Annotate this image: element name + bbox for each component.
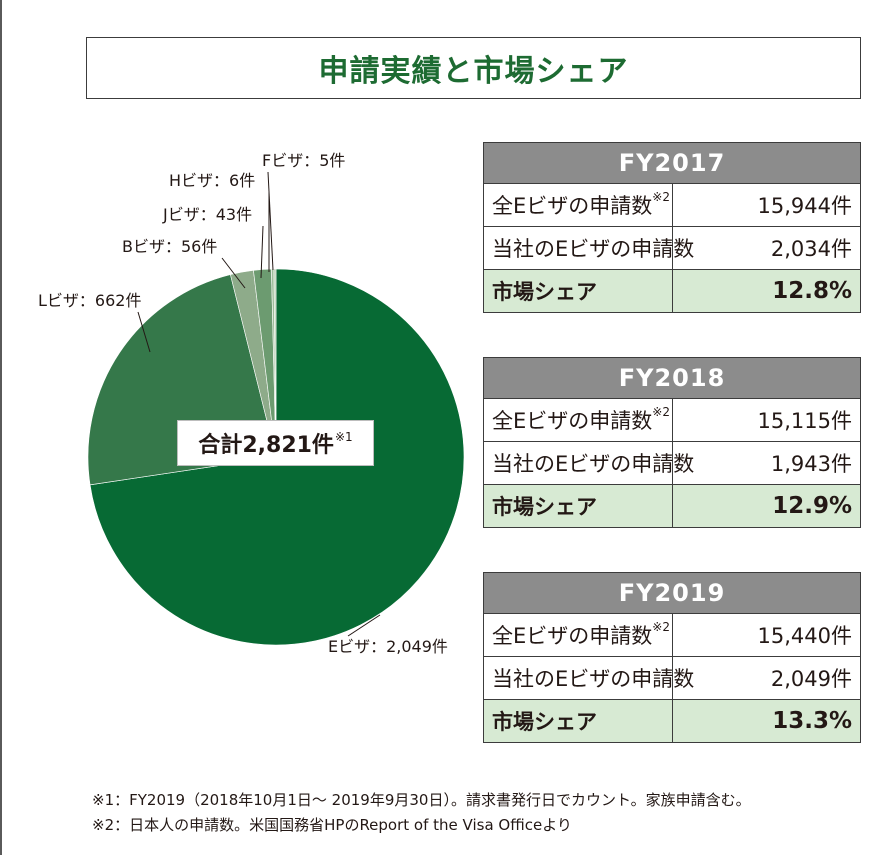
row-value: 2,049件	[671, 656, 861, 700]
footnote-1: ※1：FY2019（2018年10月1日〜 2019年9月30日）。請求書発行日…	[92, 791, 751, 809]
table-row: 当社のEビザの申請数 1,943件	[483, 441, 861, 485]
row-value: 12.8%	[671, 269, 861, 313]
row-label: 市場シェア	[483, 484, 673, 528]
row-label: 全Eビザの申請数※2	[483, 613, 673, 657]
pie-slice-Fビザ	[273, 268, 277, 458]
table-fy2017: FY2017 全Eビザの申請数※2 15,944件 当社のEビザの申請数 2,0…	[483, 142, 861, 313]
pie-total-text: 合計2,821件	[198, 433, 334, 458]
slice-label-Eビザ: Eビザ：2,049件	[328, 637, 448, 656]
row-label: 当社のEビザの申請数	[483, 656, 694, 700]
row-value: 12.9%	[671, 484, 861, 528]
footnotes: ※1：FY2019（2018年10月1日〜 2019年9月30日）。請求書発行日…	[92, 788, 751, 838]
row-label: 当社のEビザの申請数	[483, 441, 694, 485]
row-label: 全Eビザの申請数※2	[483, 398, 673, 442]
row-value: 15,944件	[671, 183, 861, 227]
table-year-header: FY2018	[483, 357, 861, 399]
slice-label-Hビザ: Hビザ：6件	[169, 171, 255, 190]
row-value: 15,115件	[671, 398, 861, 442]
table-fy2019: FY2019 全Eビザの申請数※2 15,440件 当社のEビザの申請数 2,0…	[483, 572, 861, 743]
row-value: 15,440件	[671, 613, 861, 657]
row-label: 市場シェア	[483, 269, 673, 313]
table-year-header: FY2019	[483, 572, 861, 614]
table-row: 全Eビザの申請数※2 15,944件	[483, 183, 861, 227]
table-row: 当社のEビザの申請数 2,049件	[483, 656, 861, 700]
pie-chart: Eビザ：2,049件 Lビザ：662件 Bビザ：56件 Jビザ：43件 Hビザ：6件 Fビ…	[38, 151, 465, 656]
page-title: 申請実績と市場シェア	[318, 54, 629, 89]
slice-label-Bビザ: Bビザ：56件	[122, 237, 217, 256]
table-row: 当社のEビザの申請数 2,034件	[483, 226, 861, 270]
leader-line-Eビザ	[347, 614, 381, 637]
slice-label-Jビザ: Jビザ：43件	[162, 205, 252, 224]
footnote-2: ※2：日本人の申請数。米国国務省HPのReport of the Visa Of…	[92, 816, 572, 834]
leader-line-Jビザ	[260, 225, 264, 279]
left-border-rule	[0, 0, 2, 855]
row-label: 市場シェア	[483, 699, 673, 743]
row-label: 当社のEビザの申請数	[483, 226, 694, 270]
table-fy2018: FY2018 全Eビザの申請数※2 15,115件 当社のEビザの申請数 1,9…	[483, 357, 861, 528]
row-label: 全Eビザの申請数※2	[483, 183, 673, 227]
leader-line-Fビザ	[267, 171, 274, 271]
table-row: 全Eビザの申請数※2 15,440件	[483, 613, 861, 657]
table-row-share: 市場シェア 12.8%	[483, 269, 861, 313]
table-row: 全Eビザの申請数※2 15,115件	[483, 398, 861, 442]
table-year-header: FY2017	[483, 142, 861, 184]
table-row-share: 市場シェア 13.3%	[483, 699, 861, 743]
table-row-share: 市場シェア 12.9%	[483, 484, 861, 528]
leader-line-Lビザ	[137, 311, 151, 353]
slice-label-Lビザ: Lビザ：662件	[38, 291, 141, 310]
slice-label-Fビザ: Fビザ：5件	[262, 151, 345, 170]
leader-line-Bビザ	[221, 257, 246, 289]
pie-total-note: ※1	[334, 430, 353, 444]
title-box: 申請実績と市場シェア	[86, 37, 861, 99]
pie-total-label: 合計2,821件 ※1	[177, 420, 374, 466]
row-value: 1,943件	[671, 441, 861, 485]
row-value: 2,034件	[671, 226, 861, 270]
row-value: 13.3%	[671, 699, 861, 743]
